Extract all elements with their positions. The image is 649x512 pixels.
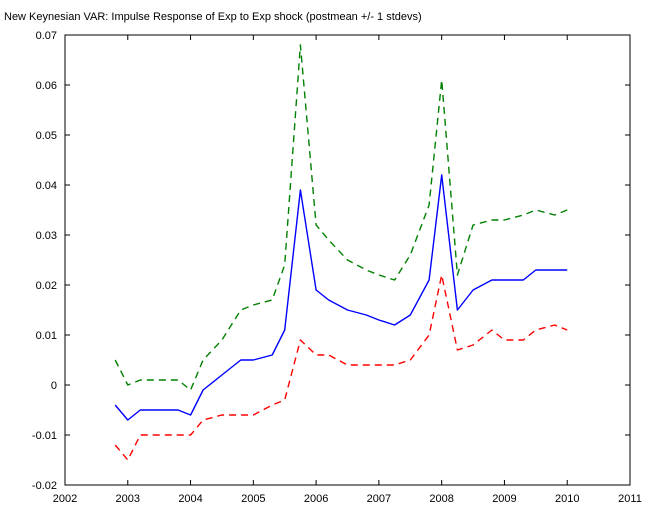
- x-tick-label: 2010: [555, 493, 579, 505]
- y-tick-label: 0.03: [36, 230, 57, 242]
- chart-title: New Keynesian VAR: Impulse Response of E…: [4, 11, 422, 23]
- y-tick-label: 0.02: [36, 280, 57, 292]
- x-tick-label: 2008: [429, 493, 453, 505]
- y-tick-label: 0: [51, 380, 57, 392]
- x-tick-label: 2005: [241, 493, 265, 505]
- y-tick-label: -0.01: [32, 430, 57, 442]
- y-tick-label: 0.05: [36, 130, 57, 142]
- y-tick-label: 0.01: [36, 330, 57, 342]
- y-tick-label: 0.07: [36, 30, 57, 42]
- plot-area: [64, 34, 631, 486]
- x-tick-label: 2011: [618, 493, 642, 505]
- series-line-0: [114, 44, 568, 391]
- y-tick-label: 0.04: [36, 180, 57, 192]
- series-layer: [114, 44, 568, 461]
- x-tick-label: 2002: [53, 493, 77, 505]
- y-tick-label: 0.06: [36, 80, 57, 92]
- y-tick-label: -0.02: [32, 480, 57, 492]
- x-tick-label: 2006: [304, 493, 328, 505]
- axis-ticks: -0.02 -0.01 0 0.01 0.02 0.03 0.04 0.05 0.06 0.07 2…: [32, 30, 642, 505]
- series-line-1: [114, 174, 568, 421]
- series-line-2: [114, 274, 568, 461]
- x-tick-label: 2009: [492, 493, 516, 505]
- x-tick-label: 2007: [367, 493, 391, 505]
- x-tick-label: 2004: [178, 493, 202, 505]
- x-tick-label: 2003: [116, 493, 140, 505]
